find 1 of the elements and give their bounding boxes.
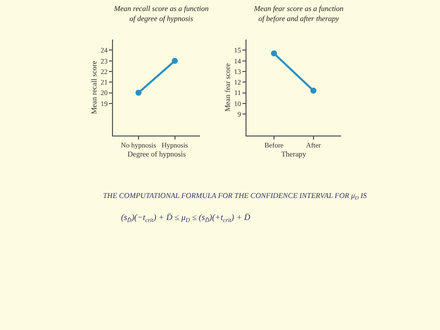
text: (s$_{D̄}$)(−t$_{crit}$) + D̄ ≤ μ$_{D}$ ≤ (s$_{D̄}$)(+t$_{crit}$) + D̄: [121, 212, 250, 224]
